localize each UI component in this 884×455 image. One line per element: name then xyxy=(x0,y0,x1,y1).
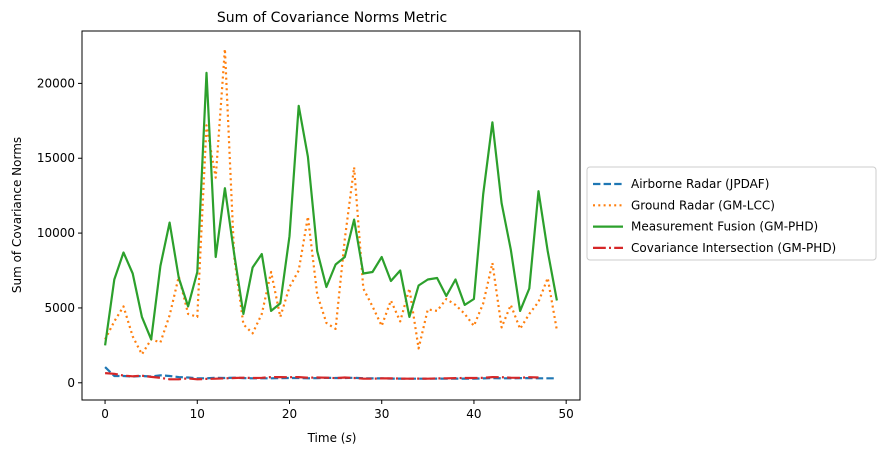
series-line-3 xyxy=(104,71,558,346)
y-axis: 0 5000 10000 15000 20000 xyxy=(37,76,82,390)
x-tick-label: 10 xyxy=(190,407,205,421)
legend: Airborne Radar (JPDAF) Ground Radar (GM-L… xyxy=(586,166,877,261)
y-tick-label: 15000 xyxy=(37,151,75,165)
x-tick-label: 30 xyxy=(374,407,389,421)
legend-label: Airborne Radar (JPDAF) xyxy=(631,177,769,191)
x-tick-label: 0 xyxy=(101,407,109,421)
legend-label: Ground Radar (GM-LCC) xyxy=(631,198,775,212)
legend-label: Covariance Intersection (GM-PHD) xyxy=(631,241,836,255)
y-tick-label: 5000 xyxy=(44,301,75,315)
series-line-1 xyxy=(104,366,557,380)
x-axis-title: Time (s) xyxy=(307,431,357,445)
legend-label: Measurement Fusion (GM-PHD) xyxy=(631,220,818,234)
y-tick-label: 20000 xyxy=(37,76,75,90)
y-tick-label: 0 xyxy=(67,376,75,390)
x-tick-label: 20 xyxy=(282,407,297,421)
x-tick-label: 40 xyxy=(466,407,481,421)
series-line-2 xyxy=(104,47,558,356)
x-axis: 0 10 20 30 40 50 xyxy=(101,400,574,421)
legend-box xyxy=(586,166,877,261)
x-tick-label: 50 xyxy=(559,407,574,421)
series-line-4 xyxy=(105,372,539,381)
plot-frame xyxy=(81,30,581,401)
chart-title: Sum of Covariance Norms Metric xyxy=(217,10,447,26)
plot-area xyxy=(104,47,558,381)
y-tick-label: 10000 xyxy=(37,226,75,240)
y-axis-title: Sum of Covariance Norms xyxy=(10,137,24,293)
